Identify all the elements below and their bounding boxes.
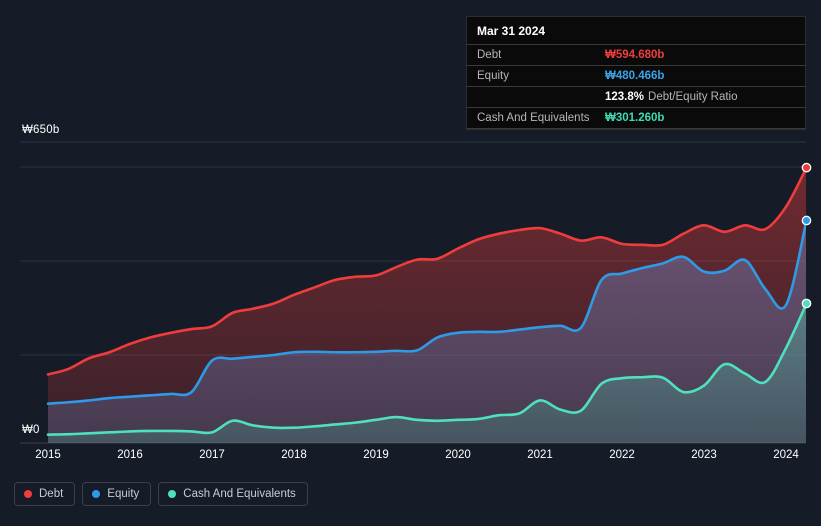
series-end-markers [801, 162, 812, 309]
debt-end-marker[interactable] [801, 162, 812, 173]
x-axis-tick-2023: 2023 [691, 449, 717, 461]
tooltip-row-cash: Cash And Equivalents ₩301.260b [467, 107, 805, 129]
x-axis-tick-2017: 2017 [199, 449, 225, 461]
legend-item-equity[interactable]: Equity [82, 482, 152, 506]
tooltip-ratio-label: Debt/Equity Ratio [648, 91, 738, 103]
y-axis-min-label: ₩0 [22, 424, 40, 436]
tooltip-row-debt: Debt ₩594.680b [467, 44, 805, 65]
tooltip-ratio-value: 123.8% [605, 91, 645, 103]
x-axis-tick-2019: 2019 [363, 449, 389, 461]
tooltip-cash-value: ₩301.260b [605, 112, 665, 124]
x-axis-tick-2015: 2015 [35, 449, 61, 461]
x-axis-tick-2016: 2016 [117, 449, 143, 461]
equity-line[interactable] [46, 219, 807, 405]
x-axis-tick-2022: 2022 [609, 449, 635, 461]
tooltip-equity-value: ₩480.466b [605, 70, 665, 82]
tooltip-row-equity: Equity ₩480.466b [467, 65, 805, 86]
x-axis-tick-2020: 2020 [445, 449, 471, 461]
chart-legend: Debt Equity Cash And Equivalents [14, 482, 308, 506]
x-axis-tick-2021: 2021 [527, 449, 553, 461]
legend-label: Debt [39, 488, 64, 500]
cash-area [48, 304, 806, 443]
x-axis-tick-2024: 2024 [773, 449, 799, 461]
tooltip-debt-value: ₩594.680b [605, 49, 665, 61]
tooltip-cash-label: Cash And Equivalents [477, 112, 590, 124]
circle-dot-icon [168, 490, 177, 498]
legend-item-cash-and-equivalents[interactable]: Cash And Equivalents [158, 482, 308, 506]
legend-item-debt[interactable]: Debt [14, 482, 76, 506]
legend-label: Equity [107, 488, 140, 500]
cash-line[interactable] [46, 302, 807, 436]
legend-label: Cash And Equivalents [183, 488, 296, 500]
tooltip-equity-label: Equity [477, 70, 509, 82]
debt-line[interactable] [46, 166, 807, 376]
tooltip-date: Mar 31 2024 [477, 24, 546, 38]
y-axis-max-label: ₩650b [22, 124, 60, 136]
cash-end-marker[interactable] [801, 298, 812, 309]
x-axis: 2015 2016 2017 2018 2019 2020 2021 2022 2023 2024 [0, 449, 821, 467]
x-axis-tick-2018: 2018 [281, 449, 307, 461]
tooltip-debt-label: Debt [477, 49, 502, 61]
chart-tooltip: Mar 31 2024 Debt ₩594.680b Equity ₩480.4… [466, 16, 806, 130]
tooltip-row-ratio: 123.8% Debt/Equity Ratio [467, 86, 805, 107]
circle-dot-icon [92, 490, 101, 498]
equity-end-marker[interactable] [801, 215, 812, 226]
circle-dot-icon [24, 490, 32, 498]
